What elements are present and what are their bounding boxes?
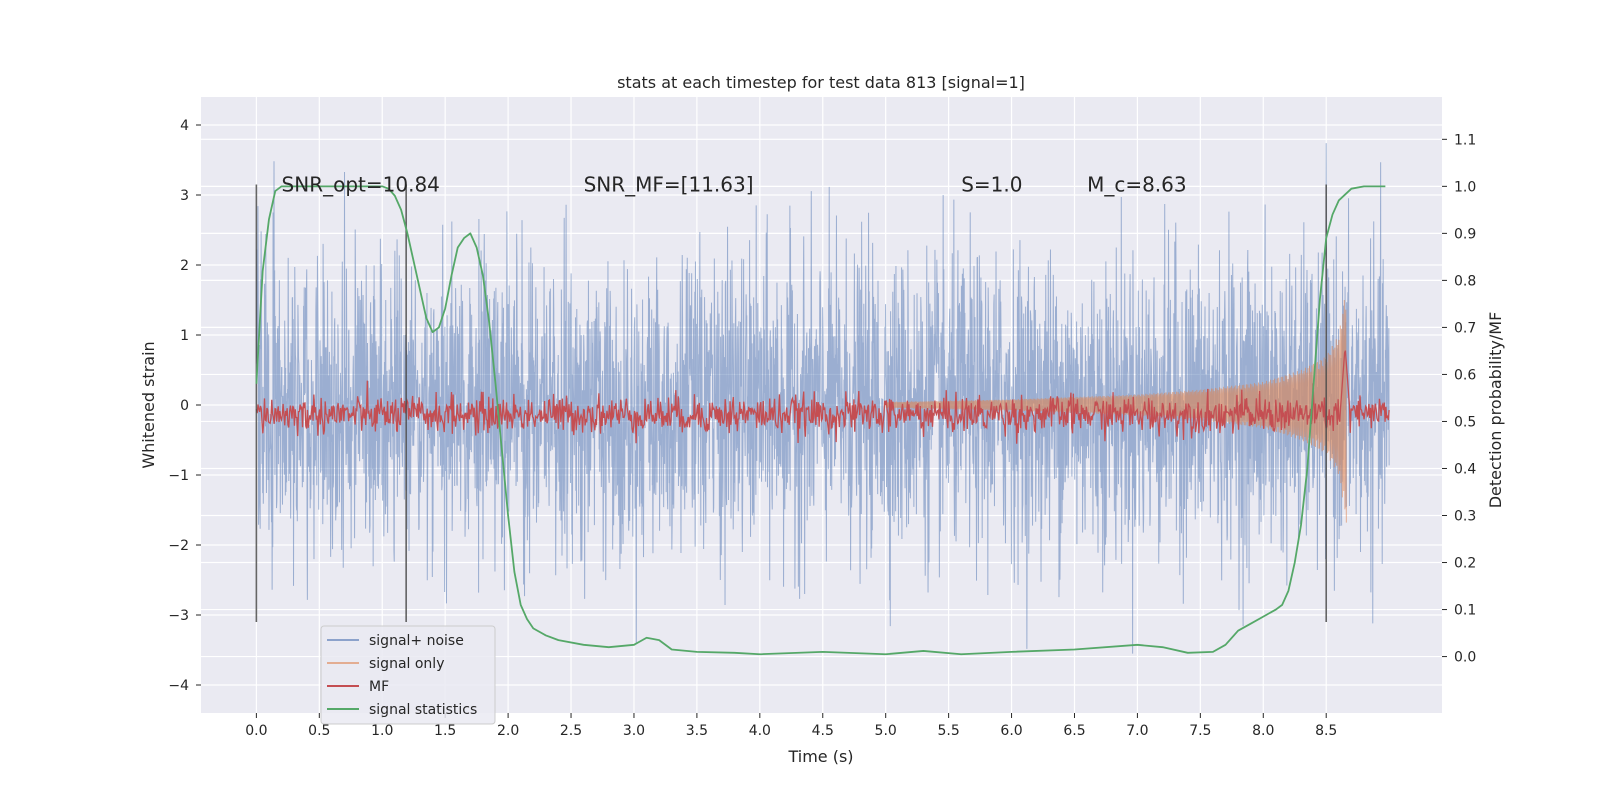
x-axis-ticks: 0.0 0.5 1.0 1.5 2.0 2.5 3.0 3.5 4.0 4.5 5.0 5.5 6.0 6… bbox=[245, 713, 1337, 739]
annotation-1: SNR_MF=[11.63] bbox=[584, 173, 754, 197]
y2-tick-label: 0.3 bbox=[1454, 509, 1476, 525]
x-tick-label: 7.5 bbox=[1189, 723, 1211, 739]
x-tick-label: 8.5 bbox=[1315, 723, 1337, 739]
x-tick-label: 6.5 bbox=[1063, 723, 1085, 739]
y-tick-label: −4 bbox=[168, 678, 189, 694]
x-tick-label: 4.0 bbox=[749, 723, 771, 739]
y-tick-label: −2 bbox=[168, 538, 189, 554]
x-tick-label: 8.0 bbox=[1252, 723, 1274, 739]
legend-label-1: signal only bbox=[369, 656, 444, 672]
y2-tick-label: 0.8 bbox=[1454, 273, 1476, 289]
legend-box bbox=[320, 625, 496, 725]
legend-label-3: signal statistics bbox=[369, 702, 477, 718]
x-tick-label: 3.0 bbox=[623, 723, 645, 739]
y-tick-label: 3 bbox=[180, 188, 189, 204]
y-axis-ticks: −4 −3 −2 −1 0 1 2 3 4 bbox=[168, 118, 201, 694]
x-tick-label: 1.0 bbox=[371, 723, 393, 739]
x-tick-label: 1.5 bbox=[434, 723, 456, 739]
x-tick-label: 4.5 bbox=[812, 723, 834, 739]
vertical-markers bbox=[255, 184, 1328, 622]
x-tick-label: 3.5 bbox=[686, 723, 708, 739]
x-axis-label: Time (s) bbox=[787, 747, 853, 766]
x-tick-label: 0.0 bbox=[245, 723, 267, 739]
y2-axis-ticks: 0.0 0.1 0.2 0.3 0.4 0.5 0.6 0.7 0.8 0.9 1.0 1.1 bbox=[1442, 132, 1476, 666]
y2-tick-label: 0.4 bbox=[1454, 461, 1476, 477]
annotation-0: SNR_opt=10.84 bbox=[282, 173, 440, 197]
series-signal-statistics bbox=[255, 185, 1386, 656]
y-tick-label: 0 bbox=[180, 398, 189, 414]
y-tick-label: 1 bbox=[180, 328, 189, 344]
x-tick-label: 2.0 bbox=[497, 723, 519, 739]
y2-tick-label: 0.2 bbox=[1454, 556, 1476, 572]
x-tick-label: 5.0 bbox=[875, 723, 897, 739]
series-mf bbox=[255, 350, 1390, 444]
y2-tick-label: 0.5 bbox=[1454, 414, 1476, 430]
chart-title: stats at each timestep for test data 813… bbox=[617, 73, 1025, 92]
y-tick-label: −1 bbox=[168, 468, 189, 484]
legend-label-0: signal+ noise bbox=[369, 633, 464, 649]
annotation-2: S=1.0 bbox=[961, 173, 1022, 197]
x-tick-label: 0.5 bbox=[308, 723, 330, 739]
x-tick-label: 6.0 bbox=[1000, 723, 1022, 739]
x-tick-label: 5.5 bbox=[937, 723, 959, 739]
y2-tick-label: 0.6 bbox=[1454, 367, 1476, 383]
x-tick-label: 7.0 bbox=[1126, 723, 1148, 739]
y-tick-label: −3 bbox=[168, 608, 189, 624]
legend: signal+ noise signal only MF signal statist… bbox=[320, 625, 496, 725]
y-tick-label: 2 bbox=[180, 258, 189, 274]
mf-line bbox=[255, 350, 1390, 444]
y2-tick-label: 1.0 bbox=[1454, 179, 1476, 195]
y2-tick-label: 0.7 bbox=[1454, 320, 1476, 336]
y2-axis-label: Detection probability/MF bbox=[1486, 312, 1505, 509]
y2-tick-label: 1.1 bbox=[1454, 132, 1476, 148]
plot-area bbox=[255, 143, 1390, 656]
legend-label-2: MF bbox=[369, 679, 389, 695]
y2-tick-label: 0.1 bbox=[1454, 603, 1476, 619]
y2-tick-label: 0.0 bbox=[1454, 650, 1476, 666]
annotation-3: M_c=8.63 bbox=[1087, 173, 1187, 197]
signal-statistics-line bbox=[255, 185, 1386, 656]
x-tick-label: 2.5 bbox=[560, 723, 582, 739]
y-axis-label: Whitened strain bbox=[139, 341, 158, 468]
y-tick-label: 4 bbox=[180, 118, 189, 134]
y2-tick-label: 0.9 bbox=[1454, 226, 1476, 242]
annotations: SNR_opt=10.84 SNR_MF=[11.63] S=1.0 M_c=8.63 bbox=[282, 173, 1187, 197]
